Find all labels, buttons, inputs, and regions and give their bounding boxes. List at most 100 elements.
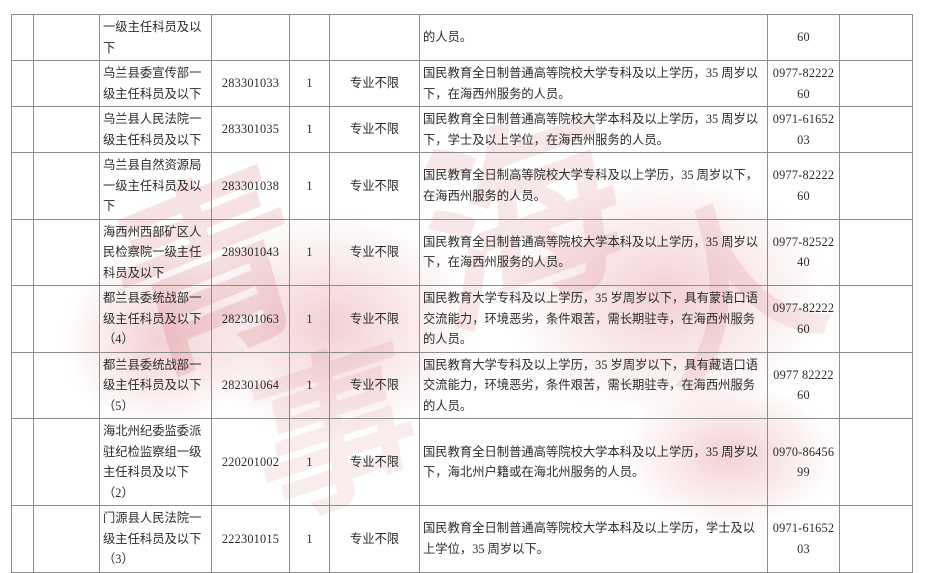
cell-note	[839, 285, 913, 353]
cell-headcount	[289, 14, 330, 61]
cell-headcount: 1	[289, 351, 330, 419]
cell-position-code: 283301033	[211, 60, 290, 107]
table-row: 海西州西部矿区人民检察院一级主任科员及以下 289301043 1 专业不限 国…	[11, 218, 913, 286]
cell-post-name: 都兰县委统战部一级主任科员及以下（5）	[99, 351, 212, 419]
telephone-line-2: 99	[797, 465, 810, 479]
cell-requirements: 国民教育全日制高等院校大学专科及以上学历，35 周岁以下，在海西州服务的人员。	[419, 152, 768, 220]
cell-mark2	[33, 285, 100, 353]
cell-post-name: 都兰县委统战部一级主任科员及以下（4）	[99, 285, 212, 353]
cell-note	[839, 418, 913, 506]
cell-mark2	[33, 60, 100, 107]
cell-position-code: 283301038	[211, 152, 290, 220]
cell-mark1	[11, 106, 34, 153]
cell-note	[839, 60, 913, 107]
cell-major: 专业不限	[329, 152, 420, 220]
table-row: 乌兰县自然资源局一级主任科员及以下 283301038 1 专业不限 国民教育全…	[11, 152, 913, 220]
cell-mark1	[11, 505, 34, 573]
cell-mark1	[11, 60, 34, 107]
cell-telephone: 0977 82222 60	[767, 351, 840, 419]
cell-note	[839, 106, 913, 153]
cell-post-name: 海西州西部矿区人民检察院一级主任科员及以下	[99, 218, 212, 286]
cell-mark2	[33, 351, 100, 419]
telephone-line-1: 60	[797, 30, 810, 45]
position-table: 一级主任科员及以下 的人员。 60 乌兰县委宣传部一级主任科员及以下 28330…	[11, 14, 913, 573]
cell-headcount: 1	[289, 106, 330, 153]
cell-requirements: 国民教育全日制普通高等院校大学本科及以上学历，35 周岁以下，在海西州服务的人员…	[419, 218, 768, 286]
cell-mark1	[11, 152, 34, 220]
cell-headcount: 1	[289, 285, 330, 353]
cell-post-name: 乌兰县委宣传部一级主任科员及以下	[99, 60, 212, 107]
telephone-line-2: 60	[797, 321, 810, 336]
table-row: 海北州纪委监委派驻纪检监察组一级主任科员及以下（2） 220201002 1 专…	[11, 418, 913, 506]
cell-note	[839, 351, 913, 419]
cell-post-name: 海北州纪委监委派驻纪检监察组一级主任科员及以下（2）	[99, 418, 212, 506]
cell-major: 专业不限	[329, 106, 420, 153]
cell-major: 专业不限	[329, 351, 420, 419]
telephone-line-1: 0977-82222	[772, 301, 835, 316]
cell-requirements: 的人员。	[419, 14, 768, 61]
telephone-line-2: 40	[797, 255, 810, 270]
cell-telephone: 0971-61652 03	[767, 106, 840, 153]
cell-mark2	[33, 418, 100, 506]
cell-note	[839, 14, 913, 61]
cell-telephone: 60	[767, 14, 840, 61]
cell-headcount: 1	[289, 60, 330, 107]
cell-major: 专业不限	[329, 285, 420, 353]
cell-position-code: 282301063	[211, 285, 290, 353]
cell-note	[839, 218, 913, 286]
telephone-line-2: 60	[797, 86, 810, 101]
cell-major: 专业不限	[329, 505, 420, 573]
cell-requirements: 国民教育全日制普通高等院校大学本科及以上学历，35 周岁以下，学士及以上学位，在…	[419, 106, 768, 153]
cell-position-code: 283301035	[211, 106, 290, 153]
position-table-body: 一级主任科员及以下 的人员。 60 乌兰县委宣传部一级主任科员及以下 28330…	[11, 14, 913, 573]
cell-telephone: 0977-82222 60	[767, 152, 840, 220]
telephone-line-1: 0971-61652	[772, 112, 835, 126]
telephone-line-2: 03	[797, 541, 810, 556]
telephone-line-1: 0971-61652	[772, 521, 835, 536]
cell-note	[839, 505, 913, 573]
cell-mark2	[33, 14, 100, 61]
cell-requirements: 国民教育大学专科及以上学历，35 岁周岁以下，具有蒙语口语交流能力，环境恶劣，条…	[419, 285, 768, 353]
cell-headcount: 1	[289, 418, 330, 506]
telephone-line-1: 0977-82522	[772, 234, 835, 249]
telephone-line-2: 03	[797, 132, 810, 147]
cell-major	[329, 14, 420, 61]
cell-mark1	[11, 351, 34, 419]
cell-post-name: 门源县人民法院一级主任科员及以下（3）	[99, 505, 212, 573]
cell-telephone: 0971-61652 03	[767, 505, 840, 573]
cell-major: 专业不限	[329, 418, 420, 506]
cell-requirements: 国民教育全日制普通高等院校大学本科及以上学历，35 周岁以下，海北州户籍或在海北…	[419, 418, 768, 506]
cell-position-code: 220201002	[211, 418, 290, 506]
telephone-line-2: 60	[797, 388, 810, 403]
cell-note	[839, 152, 913, 220]
cell-headcount: 1	[289, 505, 330, 573]
cell-post-name: 一级主任科员及以下	[99, 14, 212, 61]
cell-position-code: 282301064	[211, 351, 290, 419]
cell-telephone: 0977-82222 60	[767, 60, 840, 107]
table-row: 都兰县委统战部一级主任科员及以下（5） 282301064 1 专业不限 国民教…	[11, 351, 913, 419]
cell-mark2	[33, 106, 100, 153]
position-table-container: 一级主任科员及以下 的人员。 60 乌兰县委宣传部一级主任科员及以下 28330…	[11, 14, 913, 573]
cell-mark2	[33, 505, 100, 573]
telephone-line-1: 0977-82222	[772, 168, 835, 183]
table-row: 乌兰县委宣传部一级主任科员及以下 283301033 1 专业不限 国民教育全日…	[11, 60, 913, 107]
cell-position-code: 222301015	[211, 505, 290, 573]
cell-headcount: 1	[289, 218, 330, 286]
table-row: 门源县人民法院一级主任科员及以下（3） 222301015 1 专业不限 国民教…	[11, 505, 913, 573]
cell-telephone: 0977-82222 60	[767, 285, 840, 353]
cell-post-name: 乌兰县自然资源局一级主任科员及以下	[99, 152, 212, 220]
cell-requirements: 国民教育大学专科及以上学历，35 岁周岁以下，具有藏语口语交流能力，环境恶劣，条…	[419, 351, 768, 419]
cell-requirements: 国民教育全日制普通高等院校大学本科及以上学历，学士及以上学位，35 周岁以下。	[419, 505, 768, 573]
telephone-line-1: 0970-86456	[772, 444, 835, 459]
table-row: 都兰县委统战部一级主任科员及以下（4） 282301063 1 专业不限 国民教…	[11, 285, 913, 353]
cell-mark2	[33, 152, 100, 220]
telephone-line-1: 0977-82222	[772, 66, 835, 80]
cell-major: 专业不限	[329, 218, 420, 286]
table-row: 乌兰县人民法院一级主任科员及以下 283301035 1 专业不限 国民教育全日…	[11, 106, 913, 153]
cell-mark2	[33, 218, 100, 286]
cell-position-code	[211, 14, 290, 61]
cell-telephone: 0977-82522 40	[767, 218, 840, 286]
cell-telephone: 0970-86456 99	[767, 418, 840, 506]
cell-major: 专业不限	[329, 60, 420, 107]
cell-requirements: 国民教育全日制普通高等院校大学专科及以上学历，35 周岁以下，在海西州服务的人员…	[419, 60, 768, 107]
